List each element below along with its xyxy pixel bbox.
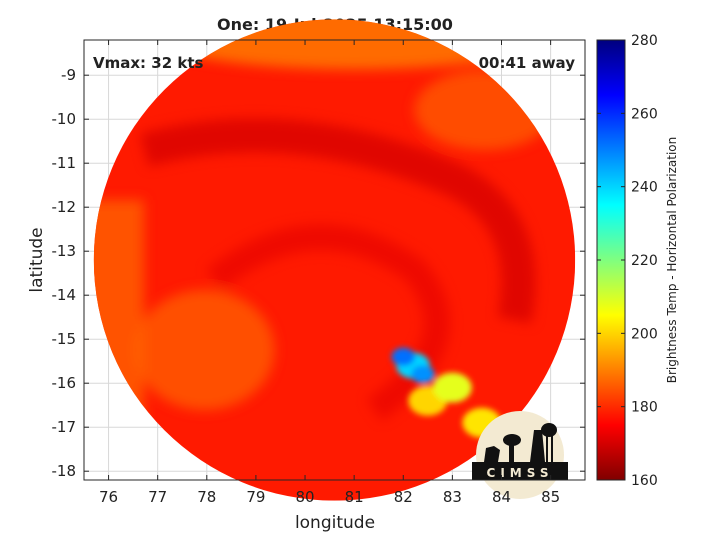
colorbar-tick-label: 240 [631, 180, 658, 196]
x-tick-label: 84 [492, 488, 511, 506]
colorbar-tick-label: 260 [631, 106, 658, 122]
colorbar-tick-label: 220 [631, 253, 658, 269]
colorbar-tick-label: 160 [631, 473, 658, 489]
x-tick-label: 79 [246, 488, 265, 506]
colorbar [596, 39, 626, 481]
cold-feature-point [411, 365, 435, 384]
y-axis: -9 -10 -11 -12 -13 -14 -15 -16 -17 -18 [52, 66, 585, 480]
x-tick-label: 78 [197, 488, 216, 506]
cold-features [391, 347, 502, 438]
cimss-logo: CIMSS [472, 411, 568, 499]
axes-box [83, 39, 586, 481]
vmax-label: Vmax: 32 kts [93, 54, 203, 72]
colorbar-tick-label: 280 [631, 33, 658, 49]
y-tick-label: -11 [52, 154, 77, 172]
cold-feature-point [432, 372, 472, 403]
y-tick-label: -10 [52, 110, 77, 128]
y-tick-label: -17 [52, 418, 77, 436]
x-tick-label: 80 [295, 488, 314, 506]
x-axis-label: longitude [295, 513, 375, 533]
y-tick-label: -9 [61, 66, 76, 84]
x-tick-label: 76 [99, 488, 118, 506]
y-tick-label: -18 [52, 462, 77, 480]
x-tick-label: 77 [148, 488, 167, 506]
colorbar-tick-label: 200 [631, 326, 658, 342]
time-away-label: 00:41 away [479, 54, 576, 72]
y-tick-label: -12 [52, 198, 77, 216]
x-tick-label: 83 [443, 488, 462, 506]
x-tick-label: 81 [345, 488, 364, 506]
y-tick-label: -15 [52, 330, 77, 348]
cold-feature-point [391, 347, 415, 366]
colorbar-ticks: 280 260 240 220 200 180 160 [597, 33, 658, 489]
x-tick-label: 82 [394, 488, 413, 506]
colorbar-tick-label: 180 [631, 400, 658, 416]
y-tick-label: -16 [52, 374, 77, 392]
cimss-logo-text: CIMSS [487, 466, 554, 480]
y-tick-label: -13 [52, 242, 77, 260]
x-axis: 76 77 78 79 80 81 82 83 84 85 [99, 40, 560, 506]
y-axis-label: latitude [27, 227, 47, 292]
colorbar-label: Brightness Temp - Horizontal Polarizatio… [665, 137, 679, 384]
x-tick-label: 85 [541, 488, 560, 506]
y-tick-label: -14 [52, 286, 77, 304]
